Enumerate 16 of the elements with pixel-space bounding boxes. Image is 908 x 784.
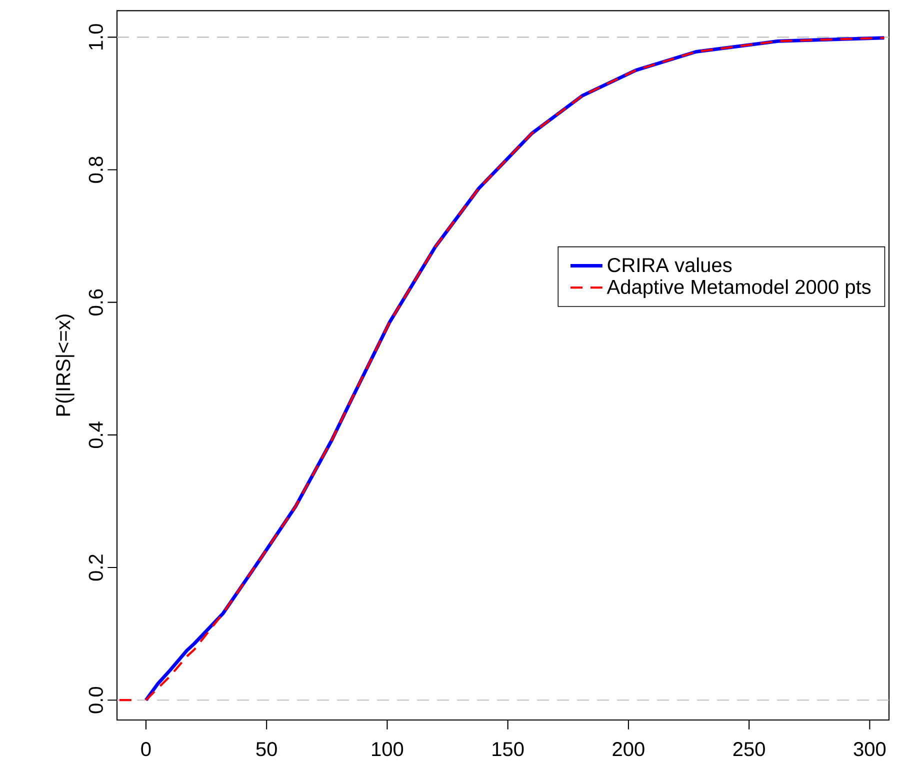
x-tick-label: 50 — [256, 742, 277, 756]
y-tick-label: 0.6 — [88, 289, 103, 316]
legend-label: Adaptive Metamodel 2000 pts — [606, 279, 871, 298]
y-tick-label: 0.0 — [88, 686, 103, 714]
y-tick-label: 0.8 — [88, 156, 103, 183]
legend-label: CRIRA values — [608, 257, 732, 272]
x-tick-label: 300 — [854, 742, 886, 756]
y-axis-title: P(|IRS|<=x) — [56, 314, 74, 416]
y-tick-label: 0.4 — [88, 422, 103, 448]
x-tick-label: 200 — [612, 742, 644, 756]
x-tick-label: 250 — [733, 742, 765, 756]
y-tick-label: 0.2 — [88, 554, 103, 581]
x-tick-label: 0 — [141, 742, 151, 756]
y-tick-label: 1.0 — [88, 24, 103, 50]
x-tick-label: 150 — [492, 742, 524, 756]
x-tick-label: 100 — [372, 742, 404, 756]
